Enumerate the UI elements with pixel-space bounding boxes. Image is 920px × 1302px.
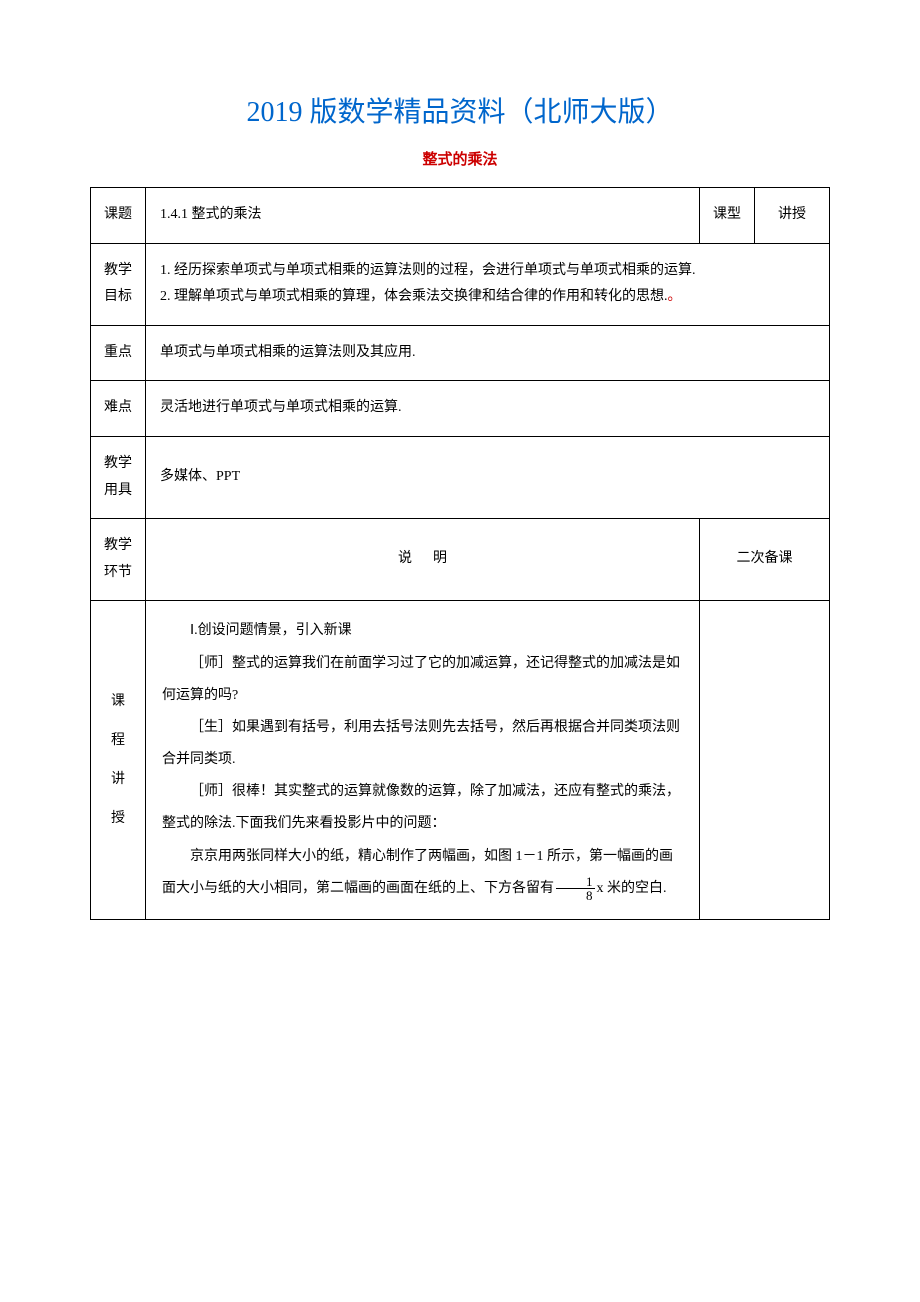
row-label: 重点 [91, 325, 146, 381]
objective-line: 1. 经历探索单项式与单项式相乘的运算法则的过程，会进行单项式与单项式相乘的运算… [160, 258, 815, 285]
table-row: 课 程 讲 授 Ⅰ.创设问题情景，引入新课 ［师］整式的运算我们在前面学习过了它… [91, 601, 830, 920]
explain-char: 说 [398, 551, 412, 566]
fraction-numerator: 1 [556, 875, 595, 889]
row-label: 教学目标 [91, 243, 146, 325]
lesson-plan-table: 课题 1.4.1 整式的乘法 课型 讲授 教学目标 1. 经历探索单项式与单项式… [90, 187, 830, 920]
type-label: 课型 [700, 188, 755, 244]
difficulty-cell: 灵活地进行单项式与单项式相乘的运算. [146, 381, 830, 437]
fraction-denominator: 8 [556, 889, 595, 902]
lesson-paragraph: Ⅰ.创设问题情景，引入新课 [162, 615, 683, 647]
red-dot-icon: 。 [668, 289, 682, 304]
row-label: 教学用具 [91, 436, 146, 518]
second-prep-cell [700, 601, 830, 920]
objectives-cell: 1. 经历探索单项式与单项式相乘的运算法则的过程，会进行单项式与单项式相乘的运算… [146, 243, 830, 325]
row-label: 难点 [91, 381, 146, 437]
lesson-paragraph: 京京用两张同样大小的纸，精心制作了两幅画，如图 1－1 所示，第一幅画的画面大小… [162, 841, 683, 905]
objective-line: 2. 理解单项式与单项式相乘的算理，体会乘法交换律和结合律的作用和转化的思想.。 [160, 284, 815, 311]
table-row: 难点 灵活地进行单项式与单项式相乘的运算. [91, 381, 830, 437]
fraction: 18 [556, 875, 595, 902]
table-row: 教学目标 1. 经历探索单项式与单项式相乘的运算法则的过程，会进行单项式与单项式… [91, 243, 830, 325]
table-row: 教学环节 说 明 二次备课 [91, 519, 830, 601]
label-char: 授 [101, 799, 135, 838]
row-label: 课题 [91, 188, 146, 244]
explain-header: 说 明 [146, 519, 700, 601]
second-prep-header: 二次备课 [700, 519, 830, 601]
lesson-content-cell: Ⅰ.创设问题情景，引入新课 ［师］整式的运算我们在前面学习过了它的加减运算，还记… [146, 601, 700, 920]
label-char: 程 [101, 721, 135, 760]
lesson-section-label: 课 程 讲 授 [91, 601, 146, 920]
page-subtitle: 整式的乘法 [90, 148, 830, 169]
type-value: 讲授 [755, 188, 830, 244]
topic-value: 1.4.1 整式的乘法 [146, 188, 700, 244]
keypoint-cell: 单项式与单项式相乘的运算法则及其应用. [146, 325, 830, 381]
lesson-paragraph: ［生］如果遇到有括号，利用去括号法则先去括号，然后再根据合并同类项法则合并同类项… [162, 712, 683, 776]
table-row: 重点 单项式与单项式相乘的运算法则及其应用. [91, 325, 830, 381]
tools-cell: 多媒体、PPT [146, 436, 830, 518]
table-row: 课题 1.4.1 整式的乘法 课型 讲授 [91, 188, 830, 244]
label-char: 课 [101, 682, 135, 721]
table-row: 教学用具 多媒体、PPT [91, 436, 830, 518]
page-title: 2019 版数学精品资料（北师大版） [90, 90, 830, 130]
lesson-paragraph: ［师］很棒！其实整式的运算就像数的运算，除了加减法，还应有整式的乘法，整式的除法… [162, 776, 683, 840]
explain-char: 明 [433, 551, 447, 566]
label-char: 讲 [101, 760, 135, 799]
lesson-paragraph: ［师］整式的运算我们在前面学习过了它的加减运算，还记得整式的加减法是如何运算的吗… [162, 648, 683, 712]
row-label: 教学环节 [91, 519, 146, 601]
